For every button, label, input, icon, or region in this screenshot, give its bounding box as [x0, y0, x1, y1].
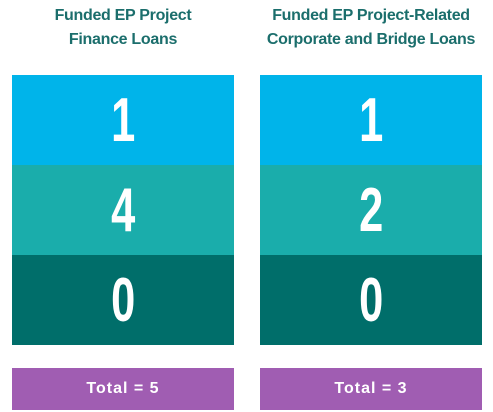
count-value: 0 [358, 265, 384, 335]
count-value: 4 [110, 175, 136, 245]
count-cell: 2 [260, 165, 482, 255]
title-text: Funded EP Project-Related Corporate and B… [266, 4, 476, 52]
column-title: Funded EP Project-Related Corporate and B… [260, 0, 482, 75]
count-cell: 1 [260, 75, 482, 165]
total-bar: Total = 5 [12, 368, 234, 410]
count-value: 1 [110, 85, 136, 155]
title-line: Funded EP Project [54, 7, 192, 24]
title-line: Funded EP Project-Related [272, 7, 470, 24]
count-value: 0 [110, 265, 136, 335]
count-value: 1 [358, 85, 384, 155]
count-value: 2 [358, 175, 384, 245]
column: Funded EP Project Finance Loans 1 4 0 Total =… [12, 0, 234, 410]
column: Funded EP Project-Related Corporate and B… [260, 0, 482, 410]
count-cell: 1 [12, 75, 234, 165]
column-title: Funded EP Project Finance Loans [12, 0, 234, 75]
title-text: Funded EP Project Finance Loans [55, 4, 192, 52]
title-line: Finance Loans [68, 31, 178, 48]
total-bar: Total = 3 [260, 368, 482, 410]
count-cell: 0 [12, 255, 234, 345]
count-cell: 0 [260, 255, 482, 345]
count-cell: 4 [12, 165, 234, 255]
title-line: Corporate and Bridge Loans [266, 31, 476, 48]
